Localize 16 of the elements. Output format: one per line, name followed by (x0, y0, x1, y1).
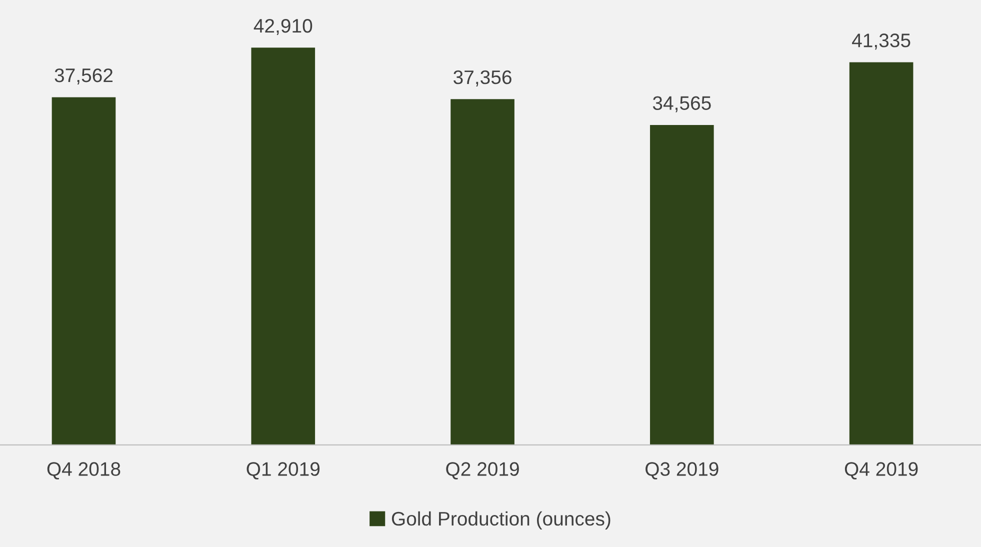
x-tick-label: Q3 2019 (646, 462, 718, 480)
bar (450, 99, 514, 445)
data-label: 37,356 (454, 70, 512, 86)
x-tick-label: Q4 2018 (47, 462, 120, 480)
x-tick-label: Q4 2019 (844, 462, 918, 480)
data-label: 34,565 (652, 96, 711, 112)
bar (251, 48, 316, 445)
x-tick-label: Q1 2019 (246, 462, 320, 480)
data-label: 41,335 (852, 34, 910, 50)
bar (849, 62, 914, 445)
bar (52, 97, 116, 445)
bar (650, 124, 714, 445)
data-label: 37,562 (54, 68, 113, 85)
data-label: 42,910 (254, 18, 312, 36)
x-tick-label: Q2 2019 (446, 462, 519, 480)
legend-label: Gold Production (ounces) (392, 511, 610, 530)
